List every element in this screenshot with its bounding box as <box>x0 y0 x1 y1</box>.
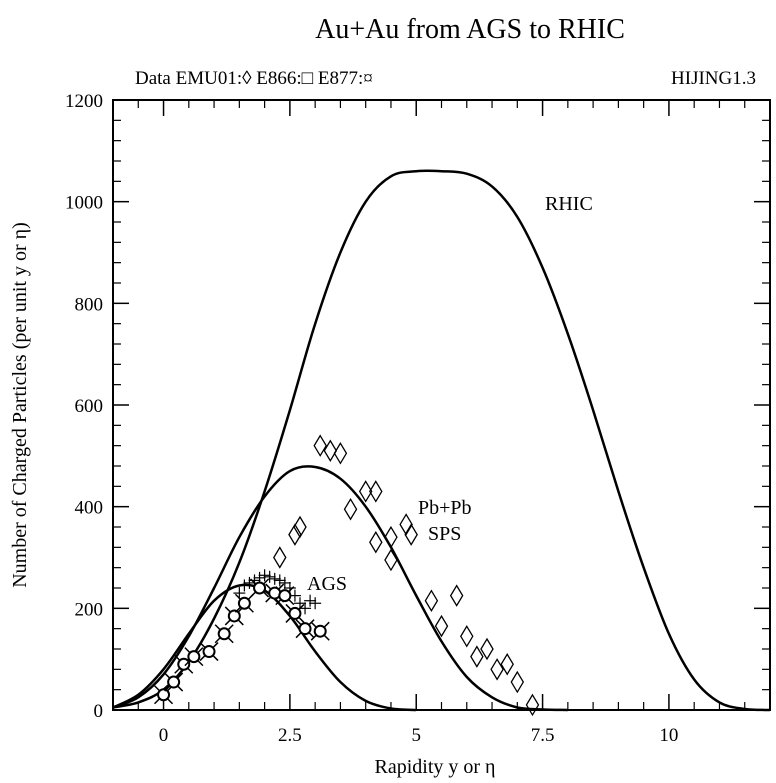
emu01-diamond-point <box>369 480 383 503</box>
e877-cross-point <box>233 587 246 600</box>
e866-circle-point <box>224 606 244 626</box>
emu01-diamond-point <box>343 497 358 521</box>
curve-pb-pb-sps <box>112 465 568 712</box>
y-tick-label: 200 <box>75 599 104 620</box>
emu01-diamond-point <box>293 515 307 539</box>
e866-circle-point <box>275 586 295 606</box>
emu01-diamond-point <box>460 625 474 648</box>
e866-circle <box>298 622 312 636</box>
e866-circle-point <box>164 672 184 692</box>
e866-circle <box>187 650 201 664</box>
emu01-diamond-point <box>313 434 327 457</box>
plot-area <box>112 99 771 711</box>
e866-circle <box>167 675 181 689</box>
e866-circle-point <box>214 624 234 644</box>
e866-circle-point <box>285 603 305 623</box>
emu01-diamond-point <box>384 548 398 572</box>
x-tick-label: 10 <box>659 725 678 746</box>
e877-cross-point <box>263 570 276 583</box>
e866-circle <box>288 606 302 620</box>
y-axis: 0 200 400 600 800 1000 1200 <box>65 91 770 722</box>
y-tick-label: 0 <box>94 701 104 722</box>
chart-subtitle-left: Data EMU01:◊ E866:□ E877:¤ <box>135 68 373 89</box>
y-tick-label: 1000 <box>65 193 103 214</box>
emu01-diamond-point <box>399 513 413 536</box>
y-tick-label: 1200 <box>65 91 103 112</box>
e877-cross-point <box>309 597 322 610</box>
x-axis-label: Rapidity y or η <box>374 756 495 778</box>
emu01-diamond-point <box>333 442 348 465</box>
y-axis-label: Number of Charged Particles (per unit y … <box>9 222 31 588</box>
emu01-diamond-point <box>510 670 525 694</box>
emu01-diamond-point <box>358 480 373 503</box>
e877-cross-point <box>293 597 306 610</box>
e866-circle <box>237 596 251 610</box>
x-tick-label: 2.5 <box>278 725 302 746</box>
e877-cross-point <box>304 594 317 607</box>
annotation-pbpb: Pb+Pb <box>418 497 472 519</box>
chart-title: Au+Au from AGS to RHIC <box>315 14 625 45</box>
e866-circle-point <box>234 593 254 613</box>
e866-circle-point <box>199 642 219 662</box>
emu01-diamond-point <box>480 637 494 661</box>
y-tick-label: 600 <box>75 396 104 417</box>
e877-cross-point <box>268 572 281 585</box>
emu01-diamond-point <box>449 584 464 607</box>
e877-cross-point <box>238 579 251 592</box>
e866-circle-point <box>250 578 270 598</box>
e866-circle <box>278 589 292 603</box>
emu01-diamond-point <box>404 523 418 546</box>
y-tick-label: 800 <box>75 294 104 315</box>
emu01-diamond-point <box>288 523 302 546</box>
series-curves <box>112 169 771 712</box>
e866-circle <box>157 688 171 702</box>
emu01-diamond-point <box>323 439 338 463</box>
e877-cross-point <box>273 574 286 587</box>
e866-circle <box>177 657 191 671</box>
emu01-diamond-point <box>424 589 439 612</box>
emu01-diamond-point <box>273 546 287 569</box>
e866-circle-point <box>295 619 315 639</box>
emu01-diamond-point <box>490 658 504 681</box>
y-tick-label: 400 <box>75 498 104 519</box>
emu01-diamond-point <box>470 645 484 668</box>
x-axis: 0 2.5 5 7.5 10 <box>137 100 746 746</box>
e866-circle-point <box>310 621 330 641</box>
plot-border <box>112 99 771 711</box>
e866-circle-point <box>184 647 204 667</box>
e866-circle-point <box>154 685 174 705</box>
emu01-diamond-point <box>500 652 514 676</box>
x-tick-label: 5 <box>411 725 421 746</box>
e877-cross-point <box>258 569 271 582</box>
e866-circle <box>313 624 327 638</box>
emu01-diamond-point <box>434 614 449 638</box>
curve-rhic <box>112 169 771 712</box>
e877-cross-point <box>278 576 291 589</box>
annotation-sps: SPS <box>428 523 461 545</box>
emu01-diamond-point <box>525 693 540 717</box>
chart-subtitle-right: HIJING1.3 <box>671 68 756 89</box>
e866-circle <box>253 581 267 595</box>
emu01-diamond-point <box>369 530 383 554</box>
emu01-diamond-point <box>384 525 398 549</box>
x-tick-label: 7.5 <box>531 725 555 746</box>
e866-circle <box>217 627 231 641</box>
e866-circle <box>202 645 216 659</box>
data-markers <box>154 434 540 717</box>
annotation-ags: AGS <box>307 573 347 595</box>
x-tick-label: 0 <box>159 725 169 746</box>
annotation-rhic: RHIC <box>545 193 593 215</box>
e866-circle <box>227 609 241 623</box>
